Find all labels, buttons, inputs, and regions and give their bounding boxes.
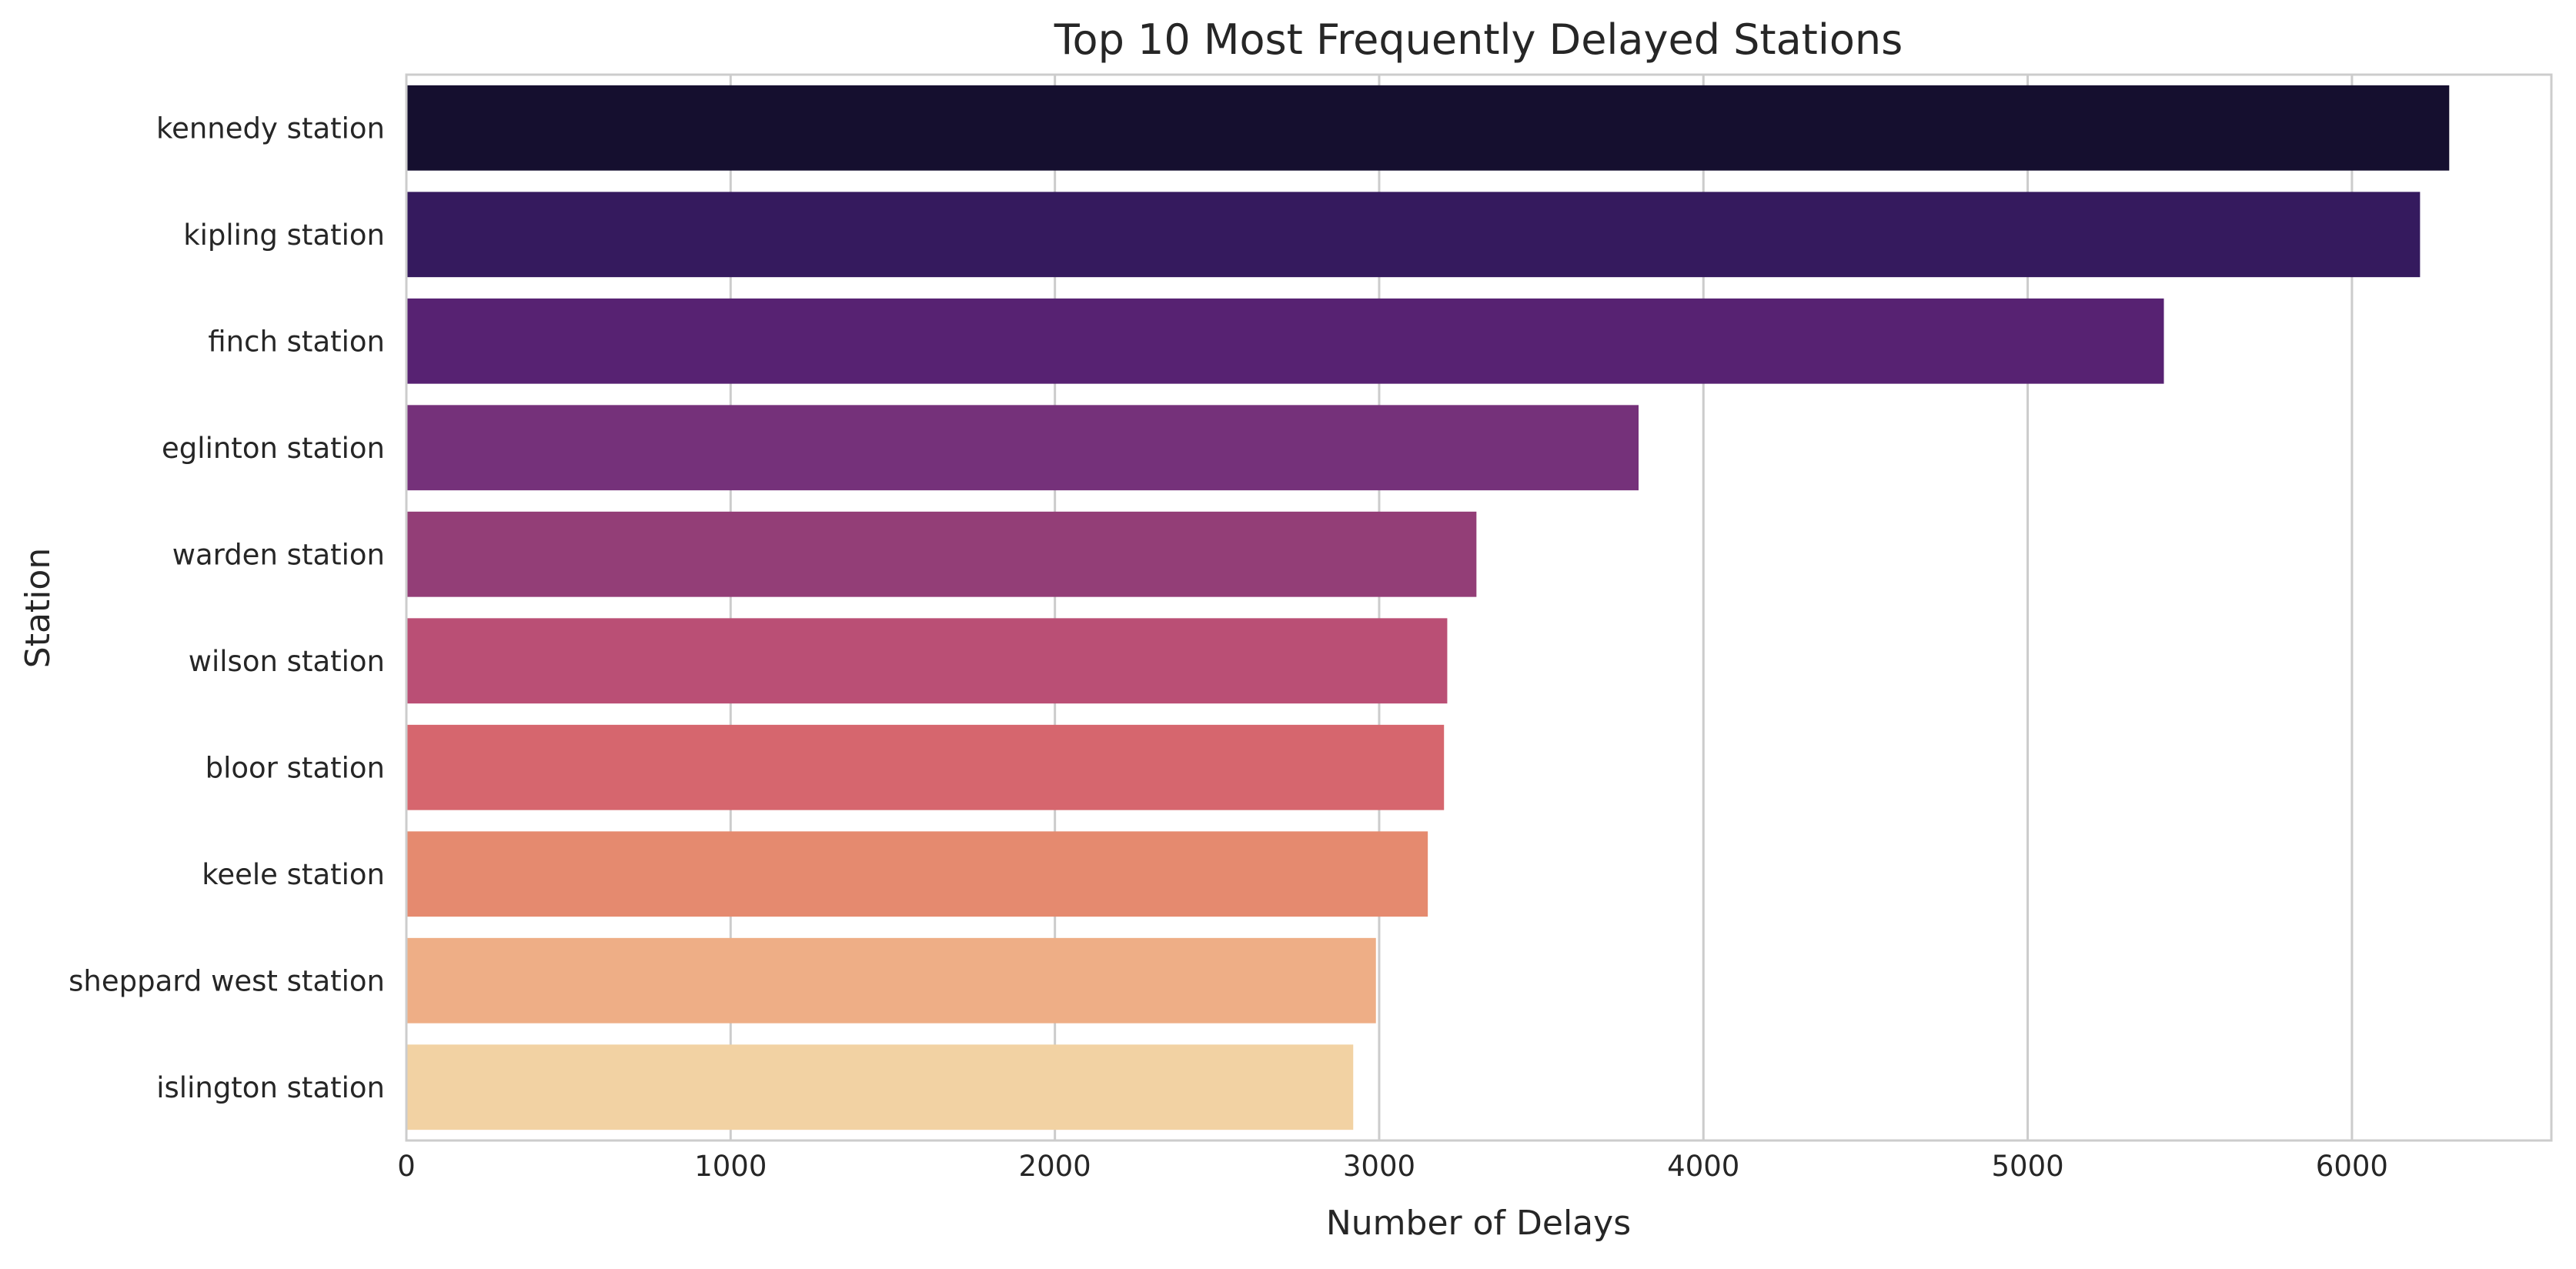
- bar: [406, 1044, 1354, 1130]
- x-tick-labels: 0 1000 2000 3000 4000 5000 6000: [397, 1150, 2388, 1183]
- y-tick-label: keele station: [202, 858, 385, 891]
- x-tick-label: 6000: [2316, 1150, 2388, 1183]
- bars: [406, 85, 2450, 1130]
- bar: [406, 831, 1428, 917]
- y-tick-label: sheppard west station: [68, 964, 385, 997]
- x-tick-label: 3000: [1343, 1150, 1415, 1183]
- y-tick-label: kennedy station: [156, 112, 385, 145]
- bar: [406, 192, 2421, 278]
- y-tick-label: eglinton station: [162, 432, 385, 465]
- y-tick-label: islington station: [156, 1071, 385, 1104]
- y-tick-label: wilson station: [189, 645, 385, 678]
- y-tick-label: bloor station: [205, 751, 385, 784]
- bar: [406, 85, 2450, 171]
- bar: [406, 937, 1376, 1024]
- chart-title: Top 10 Most Frequently Delayed Stations: [1054, 15, 1903, 64]
- bar: [406, 724, 1445, 810]
- x-tick-label: 2000: [1019, 1150, 1091, 1183]
- x-tick-label: 4000: [1667, 1150, 1739, 1183]
- x-tick-label: 1000: [694, 1150, 767, 1183]
- y-tick-labels: kennedy station kipling station finch stat…: [68, 112, 385, 1104]
- bar: [406, 511, 1477, 597]
- y-tick-label: finch station: [208, 325, 385, 358]
- y-tick-label: kipling station: [183, 219, 385, 252]
- y-axis-label: Station: [18, 548, 58, 668]
- x-tick-label: 0: [397, 1150, 416, 1183]
- bar: [406, 618, 1448, 704]
- y-tick-label: warden station: [172, 538, 385, 571]
- bar: [406, 298, 2164, 384]
- bar: [406, 405, 1639, 491]
- x-axis-label: Number of Delays: [1326, 1204, 1631, 1243]
- x-tick-label: 5000: [1991, 1150, 2063, 1183]
- plot-frame: [405, 73, 2553, 1142]
